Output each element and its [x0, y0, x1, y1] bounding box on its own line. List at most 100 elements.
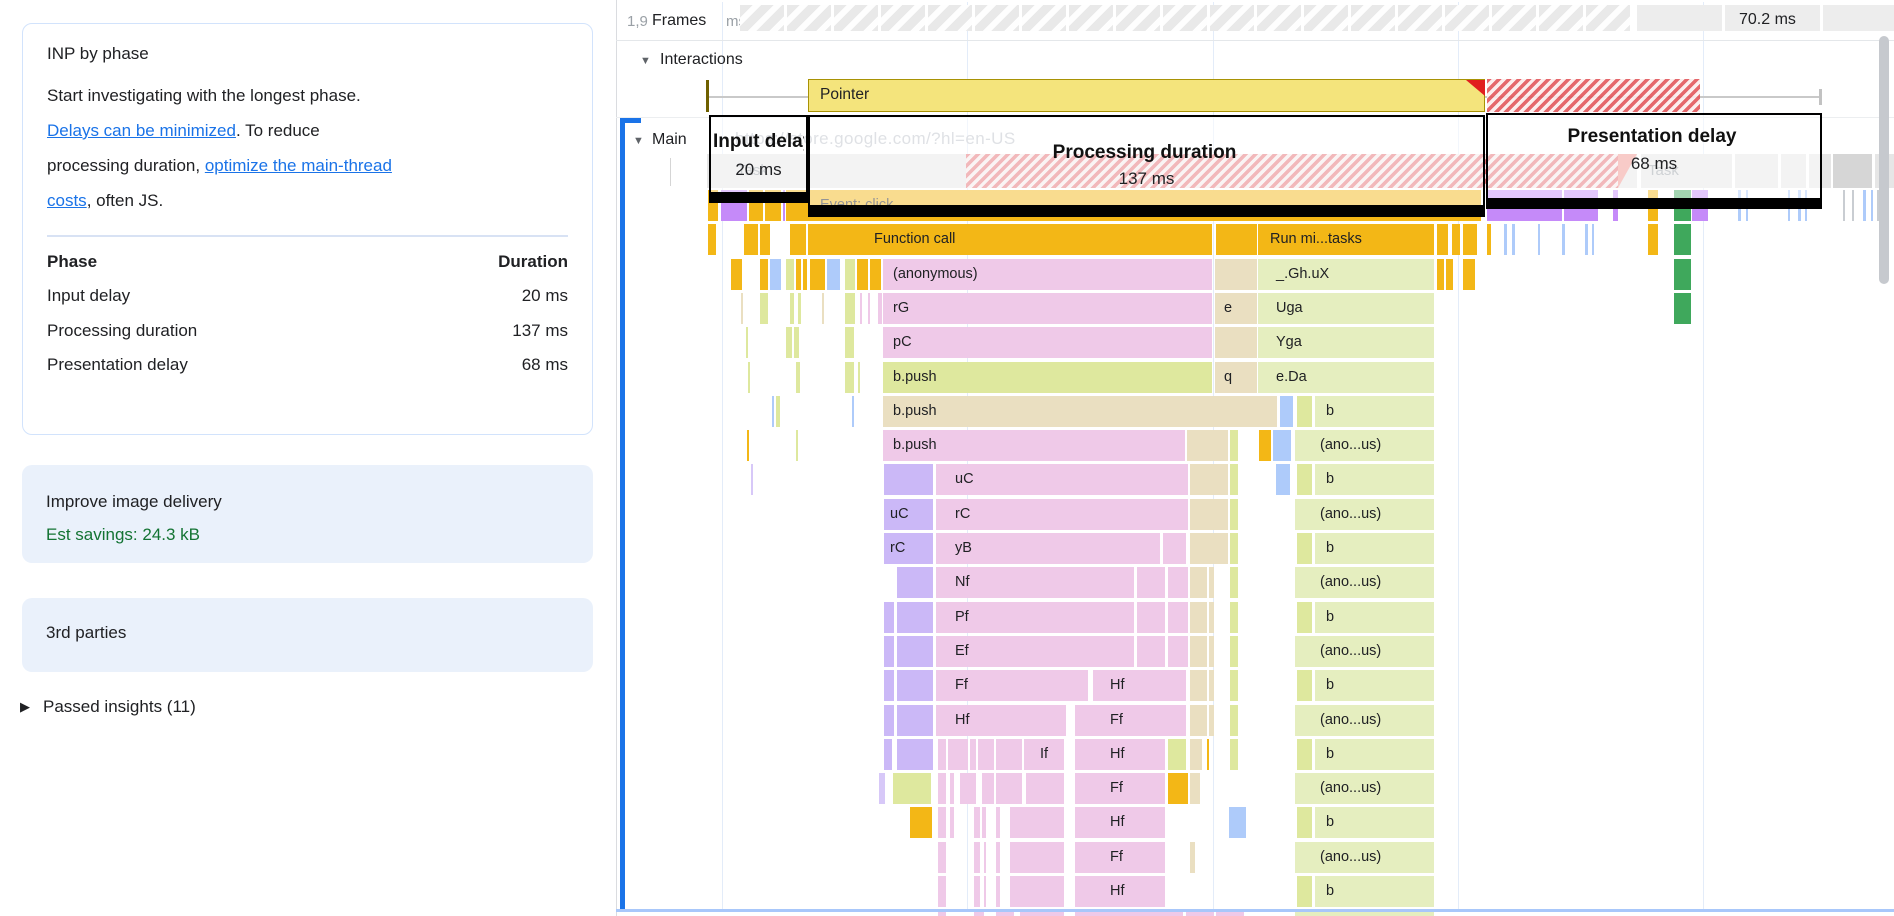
flame-bar[interactable] — [996, 910, 1014, 916]
flame-bar[interactable] — [796, 259, 801, 290]
flame-bar[interactable] — [1187, 430, 1228, 461]
flame-bar[interactable] — [893, 773, 931, 804]
flame-bar[interactable] — [1163, 533, 1186, 564]
flame-bar[interactable] — [1190, 533, 1228, 564]
flame-bar[interactable] — [984, 876, 986, 907]
flame-bar-uc[interactable]: uC — [884, 499, 933, 530]
flame-bar[interactable] — [1163, 910, 1183, 916]
flame-bar[interactable] — [748, 362, 750, 393]
flame-bar[interactable] — [1230, 670, 1238, 701]
partial-frame-bar[interactable] — [1492, 5, 1536, 31]
flame-bar[interactable] — [1216, 910, 1244, 916]
flame-bar[interactable] — [741, 293, 743, 324]
flame-bar-b[interactable]: b — [1315, 670, 1434, 701]
flame-bar[interactable] — [910, 807, 932, 838]
flame-bar[interactable] — [796, 430, 798, 461]
partial-frame-bar[interactable] — [1257, 5, 1301, 31]
flame-bar[interactable] — [1446, 259, 1453, 290]
flame-bar[interactable] — [884, 464, 933, 495]
flame-bar[interactable] — [1190, 773, 1200, 804]
flame-bar[interactable] — [1538, 224, 1540, 255]
flame-bar[interactable] — [1871, 190, 1873, 221]
flame-bar[interactable] — [790, 293, 794, 324]
flame-bar[interactable] — [1648, 224, 1658, 255]
flame-bar[interactable] — [1168, 773, 1188, 804]
flame-bar[interactable] — [810, 259, 825, 290]
flame-bar[interactable] — [1190, 670, 1207, 701]
flame-bar[interactable] — [1297, 602, 1312, 633]
flame-bar[interactable] — [845, 293, 855, 324]
partial-frame-bar[interactable] — [1022, 5, 1066, 31]
flame-bar[interactable] — [772, 396, 774, 427]
flame-bar-hf[interactable]: Hf — [1093, 670, 1186, 701]
flame-bar-uc[interactable]: uC — [936, 464, 1188, 495]
flame-bar[interactable] — [1209, 567, 1214, 598]
flame-bar[interactable] — [1215, 327, 1257, 358]
flame-bar[interactable] — [744, 224, 758, 255]
flame-bar[interactable] — [1215, 259, 1257, 290]
flame-bar[interactable] — [938, 842, 946, 873]
flame-bar[interactable] — [897, 670, 933, 701]
flame-bar-ff[interactable]: Ff — [1075, 773, 1165, 804]
flame-bar[interactable] — [747, 430, 749, 461]
interactions-track-label[interactable]: Interactions — [660, 51, 743, 68]
flame-bar[interactable] — [1010, 842, 1064, 873]
flame-bar-yb[interactable]: yB — [936, 533, 1160, 564]
flame-bar[interactable] — [897, 705, 933, 736]
flame-bar[interactable] — [803, 259, 807, 290]
flame-bar[interactable] — [1190, 567, 1207, 598]
flame-bar-hf[interactable]: Hf — [1075, 739, 1165, 770]
flame-bar[interactable] — [974, 910, 984, 916]
flame-bar[interactable] — [1463, 224, 1477, 255]
flame-bar[interactable] — [1230, 739, 1238, 770]
partial-frame-bar[interactable] — [1163, 5, 1207, 31]
flame-bar[interactable] — [897, 636, 933, 667]
flame-bar[interactable] — [978, 739, 994, 770]
flame-bar-b[interactable]: b — [1315, 533, 1434, 564]
flame-bar-ff[interactable]: Ff — [1075, 705, 1186, 736]
flame-bar[interactable] — [786, 327, 792, 358]
flame-bar[interactable] — [1297, 464, 1312, 495]
pointer-interaction-bar[interactable]: Pointer — [808, 79, 1485, 112]
inp-by-phase-card[interactable]: INP by phase Start investigating with th… — [22, 23, 593, 435]
flame-bar[interactable] — [938, 876, 946, 907]
partial-frame-bar[interactable] — [740, 5, 784, 31]
flame-bar[interactable] — [760, 259, 768, 290]
flame-bar[interactable] — [796, 362, 800, 393]
flame-bar[interactable] — [1437, 224, 1448, 255]
flame-bar[interactable] — [1852, 190, 1854, 221]
flame-bar[interactable] — [1190, 464, 1228, 495]
flame-bar-b[interactable]: b — [1315, 807, 1434, 838]
flame-bar[interactable] — [879, 773, 885, 804]
flame-bar[interactable] — [1437, 259, 1444, 290]
flame-bar[interactable] — [1137, 567, 1165, 598]
flame-bar[interactable] — [845, 259, 855, 290]
flame-bar-b[interactable]: b — [1315, 464, 1434, 495]
flame-bar-uga[interactable]: Uga — [1258, 293, 1434, 324]
flame-bar-e-da[interactable]: e.Da — [1258, 362, 1434, 393]
flame-bar[interactable] — [996, 876, 1000, 907]
flame-bar[interactable] — [857, 259, 868, 290]
flame-bar-ef[interactable]: Ef — [936, 636, 1134, 667]
flame-bar[interactable] — [938, 739, 946, 770]
flame-bar[interactable] — [1190, 636, 1207, 667]
flame-bar-ff[interactable]: Ff — [1075, 842, 1165, 873]
flame-bar[interactable] — [960, 773, 976, 804]
flame-bar[interactable] — [984, 842, 986, 873]
flame-bar[interactable] — [1259, 430, 1271, 461]
long-frame-bar[interactable] — [1725, 5, 1820, 31]
flame-bar[interactable] — [708, 190, 718, 221]
flame-bar-ano-us[interactable]: (ano...us) — [1295, 842, 1434, 873]
flame-bar[interactable] — [746, 327, 748, 358]
flame-bar[interactable] — [1512, 224, 1515, 255]
flame-bar[interactable] — [1230, 636, 1238, 667]
flame-bar-pc[interactable]: pC — [883, 327, 1212, 358]
flame-bar[interactable] — [1297, 739, 1312, 770]
flame-bar[interactable] — [1562, 224, 1565, 255]
flame-bar[interactable] — [1190, 499, 1228, 530]
long-frame-bar[interactable] — [1637, 5, 1722, 31]
delays-minimized-link[interactable]: Delays can be minimized — [47, 121, 236, 140]
flame-bar[interactable] — [1230, 464, 1238, 495]
flame-bar[interactable] — [1592, 224, 1594, 255]
flame-bar[interactable] — [1026, 773, 1064, 804]
